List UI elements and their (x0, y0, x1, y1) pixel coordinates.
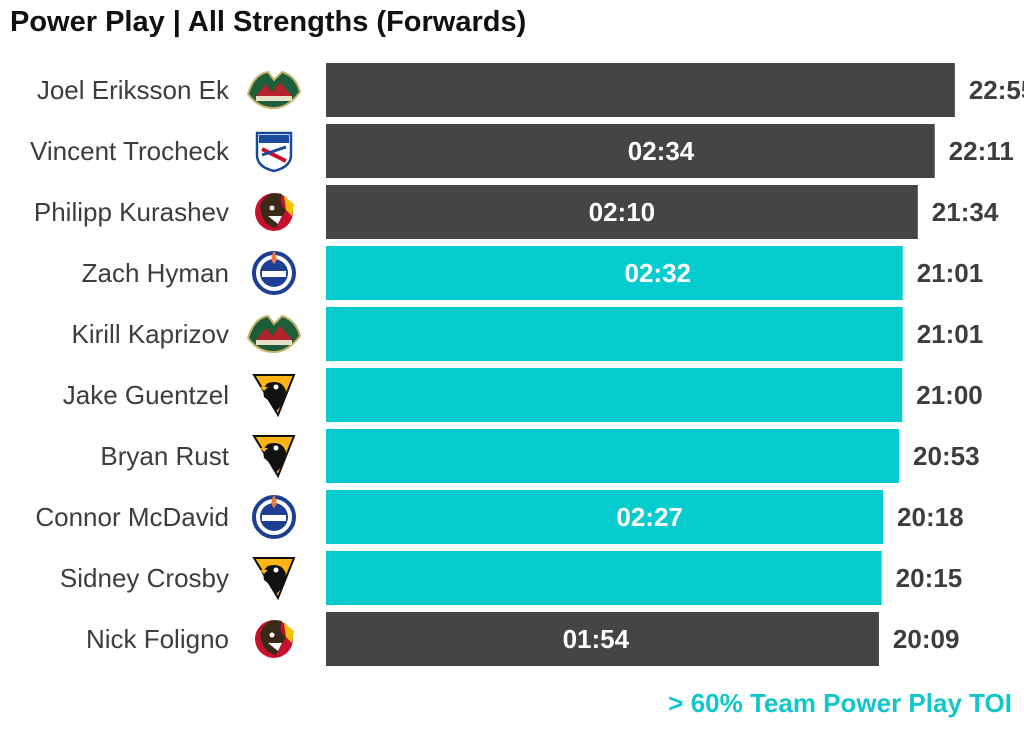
pp-toi-label: 01:54 (563, 624, 630, 654)
player-name-label: Jake Guentzel (63, 380, 229, 410)
total-toi-label: 21:34 (932, 197, 999, 227)
pp-toi-label: 02:10 (589, 197, 656, 227)
toi-bar (326, 612, 879, 666)
player-row: Vincent Trocheck 02:34 22:11 (30, 124, 1014, 178)
pp-toi-label: 02:27 (616, 502, 683, 532)
total-toi-label: 20:15 (896, 563, 963, 593)
pp-toi-label: 02:34 (628, 136, 695, 166)
player-name-label: Connor McDavid (35, 502, 229, 532)
penguins-logo-icon (252, 374, 296, 418)
player-row: Sidney Crosby 06:33 20:15 (60, 551, 1024, 605)
pp-toi-label: 06:13 (985, 441, 1024, 471)
player-name-label: Philipp Kurashev (34, 197, 229, 227)
toi-bar (326, 368, 903, 422)
player-name-label: Kirill Kaprizov (72, 319, 230, 349)
pp-toi-label: 06:03 (968, 75, 1024, 105)
player-row: Philipp Kurashev 02:10 21:34 (34, 185, 999, 239)
wild-logo-icon (246, 70, 302, 110)
player-name-label: Zach Hyman (82, 258, 229, 288)
player-row: Kirill Kaprizov06:5121:01 (72, 307, 984, 361)
total-toi-label: 20:18 (897, 502, 964, 532)
toi-bar (326, 490, 884, 544)
blackhawks-logo-icon (255, 620, 294, 658)
pp-toi-label: 02:32 (625, 258, 692, 288)
toi-bar (326, 124, 935, 178)
toi-bar (326, 429, 900, 483)
pp-toi-label: 06:29 (1011, 380, 1024, 410)
oilers-logo-icon (252, 495, 296, 539)
wild-logo-icon (246, 314, 302, 354)
penguins-logo-icon (252, 557, 296, 601)
player-row: Nick Foligno 01:54 20:09 (86, 612, 959, 666)
player-row: Zach Hyman 02:32 21:01 (82, 246, 984, 300)
total-toi-label: 20:09 (893, 624, 960, 654)
total-toi-label: 20:53 (913, 441, 980, 471)
toi-bar (326, 63, 955, 117)
player-name-label: Joel Eriksson Ek (37, 75, 230, 105)
total-toi-label: 22:55 (969, 75, 1024, 105)
total-toi-label: 21:01 (917, 258, 984, 288)
oilers-logo-icon (252, 251, 296, 295)
player-name-label: Bryan Rust (100, 441, 229, 471)
toi-bar (326, 246, 903, 300)
total-toi-label: 22:11 (949, 136, 1014, 166)
toi-bar (326, 551, 882, 605)
chart-title: Power Play | All Strengths (Forwards) (10, 6, 527, 38)
rangers-logo-icon (255, 131, 293, 173)
player-row: Connor McDavid 02:27 20:18 (35, 490, 964, 544)
total-toi-label: 21:00 (916, 380, 983, 410)
legend-note: > 60% Team Power Play TOI (668, 688, 1012, 718)
player-name-label: Sidney Crosby (60, 563, 229, 593)
player-name-label: Vincent Trocheck (30, 136, 230, 166)
toi-bar (326, 307, 903, 361)
pp-toi-label: 06:33 (1017, 563, 1024, 593)
blackhawks-logo-icon (255, 193, 294, 231)
player-row: Joel Eriksson Ek 06:0322:55 (37, 63, 1024, 117)
penguins-logo-icon (252, 435, 296, 479)
player-row: Jake Guentzel 06:29 21:00 (63, 368, 1024, 422)
toi-bar (326, 185, 918, 239)
player-row: Bryan Rust 06:1320:53 (100, 429, 1024, 483)
player-name-label: Nick Foligno (86, 624, 229, 654)
total-toi-label: 21:01 (917, 319, 984, 349)
